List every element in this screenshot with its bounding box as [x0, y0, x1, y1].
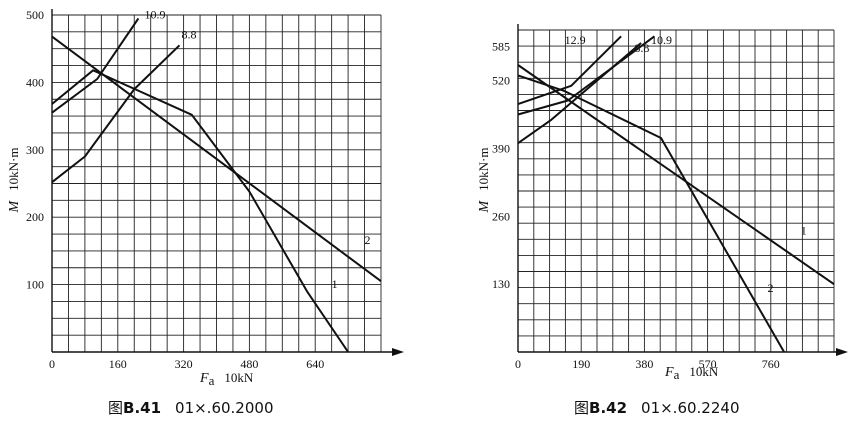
series-line-1 [517, 64, 835, 286]
series-line-12-9 [517, 35, 622, 106]
series-label: 12.9 [565, 33, 586, 47]
x-axis-subscript: a [674, 367, 680, 382]
x-tick-labels: 0 160 320 480 640 [49, 357, 324, 371]
series-label: 2 [365, 233, 371, 247]
x-tick-label: 380 [635, 357, 653, 371]
y-tick-label: 300 [26, 143, 44, 157]
caption-prefix: 图 [574, 399, 589, 417]
caption-code: 01×.60.2000 [175, 399, 273, 417]
y-tick-label: 260 [492, 209, 510, 223]
y-axis-label: M 10kN·m [6, 147, 22, 213]
caption-prefix: 图 [108, 399, 123, 417]
x-axis-symbol: F [664, 365, 674, 380]
series-line-1 [51, 69, 349, 353]
chart-b42: 0 190 380 570 760 130 260 390 520 585 M 10kN·m Fa 10k… [476, 24, 848, 417]
x-tick-label: 570 [699, 357, 717, 371]
y-tick-labels: 130 260 390 520 585 [492, 40, 510, 291]
series-line-10-9 [51, 17, 140, 114]
y-tick-labels: 100 200 300 400 500 [26, 8, 44, 292]
series-line-8-8 [517, 42, 642, 145]
series-lines: 1 2 10.9 8.8 [51, 7, 382, 353]
y-tick-label: 520 [492, 74, 510, 88]
chart-b41: 0 160 320 480 640 100 200 300 400 500 M 10kN·m Fa 10k… [6, 7, 404, 417]
x-tick-label: 160 [109, 357, 127, 371]
x-tick-label: 320 [175, 357, 193, 371]
y-axis-unit: 10kN·m [476, 147, 491, 190]
series-label: 10.9 [651, 33, 672, 47]
x-axis-unit: 10kN [689, 364, 719, 379]
series-line-10-9 [517, 35, 655, 116]
y-tick-label: 585 [492, 40, 510, 54]
x-tick-label: 0 [49, 357, 55, 371]
figure-caption: 图B.41 01×.60.2000 [108, 399, 273, 417]
series-label: 8.8 [182, 28, 197, 42]
series-lines: 1 2 12.9 10.98.8 [517, 33, 835, 353]
caption-code: 01×.60.2240 [641, 399, 739, 417]
series-label: 8.8 [634, 41, 649, 55]
x-axis-arrow-icon [392, 348, 404, 356]
y-tick-label: 400 [26, 75, 44, 89]
series-line-2 [517, 74, 785, 353]
grid [51, 14, 382, 353]
x-tick-label: 0 [515, 357, 521, 371]
x-axis-label: Fa 10kN [199, 370, 254, 388]
y-tick-label: 130 [492, 277, 510, 291]
x-tick-label: 760 [762, 357, 780, 371]
series-line-8-8 [51, 44, 181, 183]
series-label: 1 [801, 224, 807, 238]
series-label: 1 [332, 277, 338, 291]
grid [517, 29, 835, 353]
series-label: 2 [767, 281, 773, 295]
series-label: 10.9 [145, 7, 166, 21]
caption-number: B.41 [123, 399, 161, 417]
y-axis-symbol: M [477, 200, 492, 214]
y-axis-label: M 10kN·m [476, 147, 492, 213]
x-tick-label: 190 [572, 357, 590, 371]
x-axis-label: Fa 10kN [664, 364, 719, 382]
y-axis-symbol: M [7, 200, 22, 214]
caption-number: B.42 [589, 399, 627, 417]
y-tick-label: 200 [26, 210, 44, 224]
figure-caption: 图B.42 01×.60.2240 [574, 399, 739, 417]
y-tick-label: 500 [26, 8, 44, 22]
x-axis-arrow-icon [836, 348, 848, 356]
series-line-2 [51, 35, 382, 283]
x-axis-subscript: a [209, 373, 215, 388]
x-axis-unit: 10kN [224, 370, 254, 385]
y-tick-label: 100 [26, 278, 44, 292]
x-tick-label: 640 [306, 357, 324, 371]
x-tick-labels: 0 190 380 570 760 [515, 357, 780, 371]
x-tick-label: 480 [240, 357, 258, 371]
x-axis-symbol: F [199, 371, 209, 386]
y-axis-unit: 10kN·m [6, 147, 21, 190]
y-tick-label: 390 [492, 141, 510, 155]
